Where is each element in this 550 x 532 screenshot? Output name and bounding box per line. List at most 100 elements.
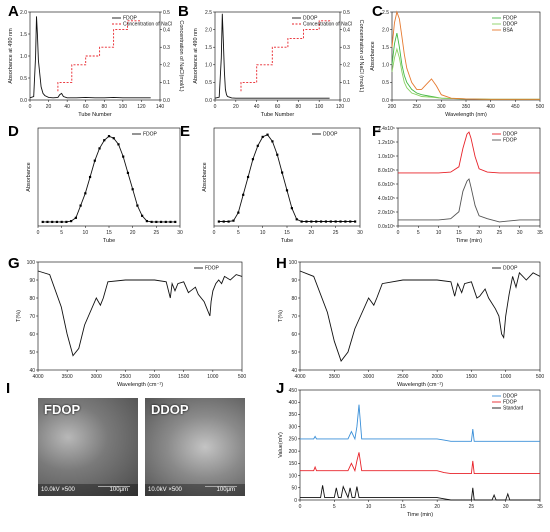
panel-label-c: C: [372, 3, 383, 20]
x-tick-label-d: 15: [106, 230, 112, 236]
x-tick-label-d: 10: [83, 230, 89, 236]
data-point-d: [74, 216, 77, 219]
data-point-d: [88, 175, 92, 179]
x-tick-label-h: 500: [536, 374, 545, 380]
panel-a: A0 20 40 60 80 100 120 1400.00.51.01.52.00.00.1…: [8, 3, 184, 118]
x-tick-label-f: 20: [476, 230, 482, 236]
data-point-d: [145, 220, 148, 223]
data-point-d: [122, 155, 125, 158]
data-point-d: [159, 220, 163, 224]
data-point-e: [276, 153, 279, 156]
data-point-e: [344, 220, 347, 223]
y-tick-label-c: 0.0: [382, 98, 389, 104]
x-tick-label-g: 1500: [178, 374, 189, 380]
plot-frame-f: [397, 127, 541, 227]
series-line-a-fdop: [29, 16, 151, 99]
y2-tick-label-a: 0.1: [163, 80, 170, 86]
series-line-f-ddop: [398, 131, 540, 174]
y-tick-label-c: 1.5: [382, 45, 389, 51]
y-tick-label-f: 1.2x10⁶: [378, 140, 395, 146]
x-tick-label-a: 100: [119, 104, 128, 110]
y-tick-label-j: 350: [289, 412, 298, 418]
x-tick-label-c: 300: [437, 104, 446, 110]
legend-label-c: DDOP: [503, 22, 518, 28]
y-tick-label-j: 400: [289, 400, 298, 406]
x-tick-label-f: 30: [517, 230, 523, 236]
x-tick-label-g: 2000: [149, 374, 160, 380]
sem-ddop-scale-bar: [205, 486, 237, 487]
data-point-d: [70, 220, 73, 223]
y2-tick-label-b: 0.5: [343, 10, 350, 16]
panel-c: C 200 250 300 350 400 450 500 0.0 0.5 1.0 1.5 2.0 2.5…: [370, 3, 544, 118]
data-point-e: [319, 220, 323, 223]
panel-d: D 0 5 10 15 20 25 30 Tube Absorbance FDOP: [8, 123, 183, 244]
series-line-g-fdop: [37, 270, 243, 357]
y2-tick-label-a: 0.2: [163, 63, 170, 69]
plot-frame-j: [299, 389, 541, 501]
series-line-f-fdop: [398, 178, 540, 223]
x-axis-label-b: Tube Number: [261, 112, 295, 118]
data-point-d: [141, 214, 144, 217]
data-point-e: [271, 140, 274, 143]
y-tick-label-b: 0.0: [205, 98, 212, 104]
x-tick-label-b: 20: [233, 104, 239, 110]
data-point-d: [51, 220, 54, 224]
y-tick-label-b: 2.0: [205, 27, 212, 33]
data-point-e: [310, 220, 313, 223]
x-tick-label-f: 15: [456, 230, 462, 236]
y-tick-label-j: 450: [289, 388, 298, 394]
panel-label-d: D: [8, 123, 19, 140]
data-point-e: [242, 193, 245, 196]
data-point-e: [281, 171, 284, 174]
legend-label-g: FDOP: [205, 266, 220, 272]
data-point-e: [256, 144, 259, 147]
y-tick-label-h: 100: [289, 260, 298, 266]
panel-label-b: B: [178, 3, 189, 20]
y-tick-label-a: 2.0: [20, 10, 27, 16]
data-point-e: [251, 158, 255, 161]
y-tick-label-g: 70: [29, 314, 35, 320]
x-tick-label-g: 4000: [32, 374, 43, 380]
y2-tick-label-a: 0.5: [163, 10, 170, 16]
data-point-e: [300, 220, 303, 223]
plot-frame-g: [37, 261, 243, 371]
x-tick-label-d: 25: [154, 230, 160, 236]
data-point-e: [237, 211, 240, 214]
plot-frame-c: [391, 11, 541, 101]
x-tick-label-b: 120: [336, 104, 345, 110]
panel-label-a: A: [8, 3, 19, 20]
y-tick-label-j: 250: [289, 437, 298, 443]
data-point-d: [55, 220, 59, 224]
y-tick-label-g: 50: [29, 350, 35, 356]
series-line-j-standard: [300, 485, 540, 501]
x-tick-label-f: 5: [417, 230, 420, 236]
data-point-e: [315, 220, 318, 223]
y-tick-label-b: 1.5: [205, 45, 212, 51]
y2-axis-label-a: Concentration of NaCl(mol/L): [178, 20, 184, 91]
y-tick-label-c: 0.5: [382, 80, 389, 86]
data-point-d: [107, 135, 111, 138]
series-line-b-concentration-of-nacl: [240, 20, 332, 92]
x-axis-label-h: Wavelength (cm⁻¹): [397, 382, 443, 388]
x-tick-label-b: 0: [214, 104, 217, 110]
data-point-d: [93, 159, 96, 162]
legend-label-a: FDOP: [123, 16, 138, 22]
data-point-e: [222, 220, 225, 223]
y-tick-label-g: 90: [29, 278, 35, 284]
x-tick-label-a: 0: [29, 104, 32, 110]
data-point-e: [295, 218, 298, 221]
data-point-d: [112, 137, 115, 140]
data-point-d: [84, 192, 87, 195]
x-tick-label-b: 60: [275, 104, 281, 110]
y2-tick-label-b: 0.1: [343, 80, 350, 86]
series-line-d-fdop: [42, 135, 176, 223]
y-tick-label-c: 2.5: [382, 10, 389, 16]
x-tick-label-f: 0: [397, 230, 400, 236]
x-tick-label-f: 25: [497, 230, 503, 236]
data-point-d: [174, 220, 177, 224]
x-tick-label-c: 350: [462, 104, 471, 110]
y-axis-label-a: Absorbance at 490 nm: [8, 28, 14, 84]
panel-label-i: I: [6, 380, 10, 397]
y2-tick-label-a: 0.4: [163, 27, 170, 33]
x-axis-label-c: Wavelength (nm): [445, 112, 487, 118]
